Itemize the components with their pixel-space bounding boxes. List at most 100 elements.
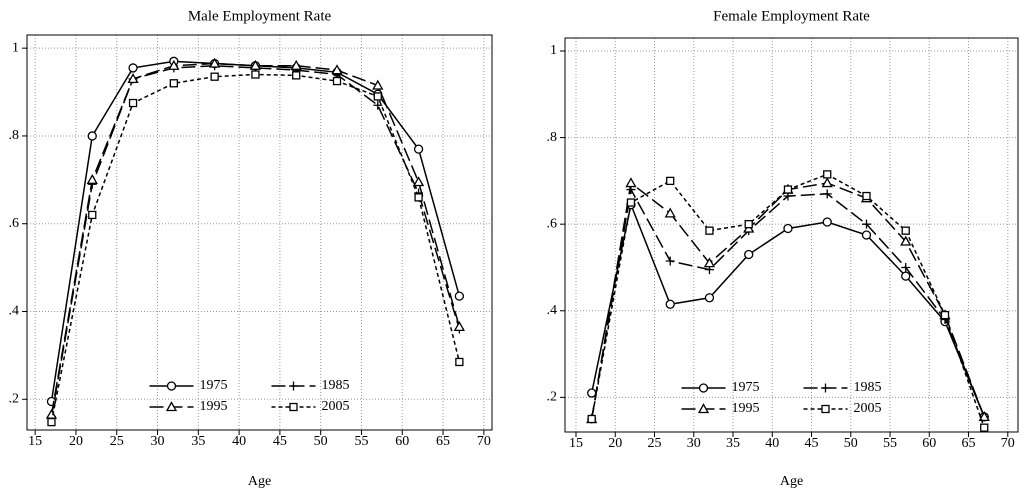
x-tick-label: 65	[962, 436, 976, 451]
data-point	[412, 176, 425, 187]
data-point	[861, 219, 871, 229]
x-tick-label: 70	[1001, 436, 1015, 451]
data-point	[821, 177, 833, 188]
plot-frame	[26, 34, 493, 431]
y-tick-label: 1	[12, 40, 19, 55]
data-point	[455, 357, 464, 367]
x-tick-label: 60	[395, 434, 409, 449]
x-tick-label: 35	[191, 434, 205, 449]
x-tick-label: 55	[883, 436, 897, 451]
y-tick-label: .8	[9, 128, 20, 143]
x-tick-label: 35	[726, 436, 740, 451]
data-point	[87, 131, 97, 141]
x-tick-label: 25	[648, 436, 662, 451]
data-point	[626, 198, 636, 207]
data-point	[901, 271, 911, 281]
x-tick-label: 20	[69, 434, 83, 449]
data-point	[372, 79, 384, 90]
data-point	[703, 257, 716, 268]
data-point	[587, 414, 596, 424]
x-tick-label: 25	[110, 434, 124, 449]
data-point	[414, 193, 423, 202]
plot-frame	[564, 37, 1019, 433]
data-point	[290, 59, 302, 70]
data-point	[861, 230, 872, 240]
legend-marker	[698, 383, 709, 393]
data-point	[900, 235, 912, 246]
x-tick-label: 40	[232, 434, 246, 449]
data-point	[210, 72, 219, 81]
legend-marker	[821, 404, 830, 414]
data-point	[665, 256, 675, 266]
data-point	[664, 207, 676, 218]
legend-marker	[289, 402, 298, 412]
data-point	[454, 291, 465, 301]
x-tick-label: 55	[354, 434, 368, 449]
x-tick-label: 15	[569, 436, 583, 451]
legend-label: 1975	[732, 380, 760, 395]
x-axis-label: Age	[248, 474, 271, 489]
y-tick-label: .4	[547, 303, 558, 318]
x-tick-label: 50	[844, 436, 858, 451]
data-point	[249, 59, 262, 70]
data-point	[332, 76, 342, 86]
data-point	[704, 293, 715, 303]
series-line	[50, 60, 461, 402]
data-point	[822, 217, 832, 227]
y-tick-label: 1	[550, 43, 557, 58]
data-point	[47, 417, 56, 427]
data-point	[128, 63, 138, 73]
data-point	[292, 71, 301, 80]
data-point	[862, 191, 871, 201]
data-point	[665, 299, 675, 309]
y-tick-label: .2	[547, 390, 558, 405]
x-tick-label: 30	[151, 434, 165, 449]
x-tick-label: 65	[436, 434, 450, 449]
y-tick-label: .8	[547, 130, 558, 145]
y-tick-label: .6	[9, 216, 20, 231]
data-point	[980, 423, 989, 432]
data-point	[783, 185, 793, 194]
data-point	[453, 321, 465, 332]
legend-label: 1985	[854, 380, 882, 395]
legend-label: 2005	[322, 399, 350, 414]
data-point	[901, 262, 911, 272]
data-point	[978, 411, 990, 421]
series-line	[50, 73, 461, 423]
data-point	[331, 64, 343, 75]
x-tick-label: 20	[608, 436, 622, 451]
x-tick-label: 50	[314, 434, 328, 449]
data-point	[86, 174, 98, 184]
legend-marker	[697, 403, 710, 414]
data-point	[705, 226, 714, 235]
data-point	[744, 249, 754, 260]
legend-label: 2005	[854, 401, 882, 416]
legend-marker	[166, 381, 177, 391]
legend-marker	[289, 381, 298, 391]
x-tick-label: 15	[28, 434, 42, 449]
y-tick-label: .4	[9, 304, 20, 319]
data-point	[168, 59, 180, 70]
data-point	[587, 388, 597, 398]
y-tick-label: .6	[547, 216, 558, 231]
series-line	[50, 62, 461, 415]
series-line	[590, 173, 985, 428]
x-tick-label: 45	[273, 434, 287, 449]
data-point	[666, 176, 675, 186]
x-tick-label: 60	[922, 436, 936, 451]
x-tick-label: 30	[687, 436, 701, 451]
data-point	[940, 310, 950, 320]
data-point	[901, 226, 910, 235]
legend-label: 1995	[732, 401, 760, 416]
legend-label: 1995	[200, 399, 228, 414]
data-point	[823, 170, 832, 179]
chart-title: Male Employment Rate	[188, 8, 332, 24]
chart-title: Female Employment Rate	[713, 8, 870, 24]
x-tick-label: 45	[805, 436, 819, 451]
data-point	[251, 70, 260, 79]
legend-marker	[821, 383, 830, 393]
series-line	[590, 181, 985, 420]
data-point	[45, 408, 58, 419]
data-point	[373, 100, 383, 110]
